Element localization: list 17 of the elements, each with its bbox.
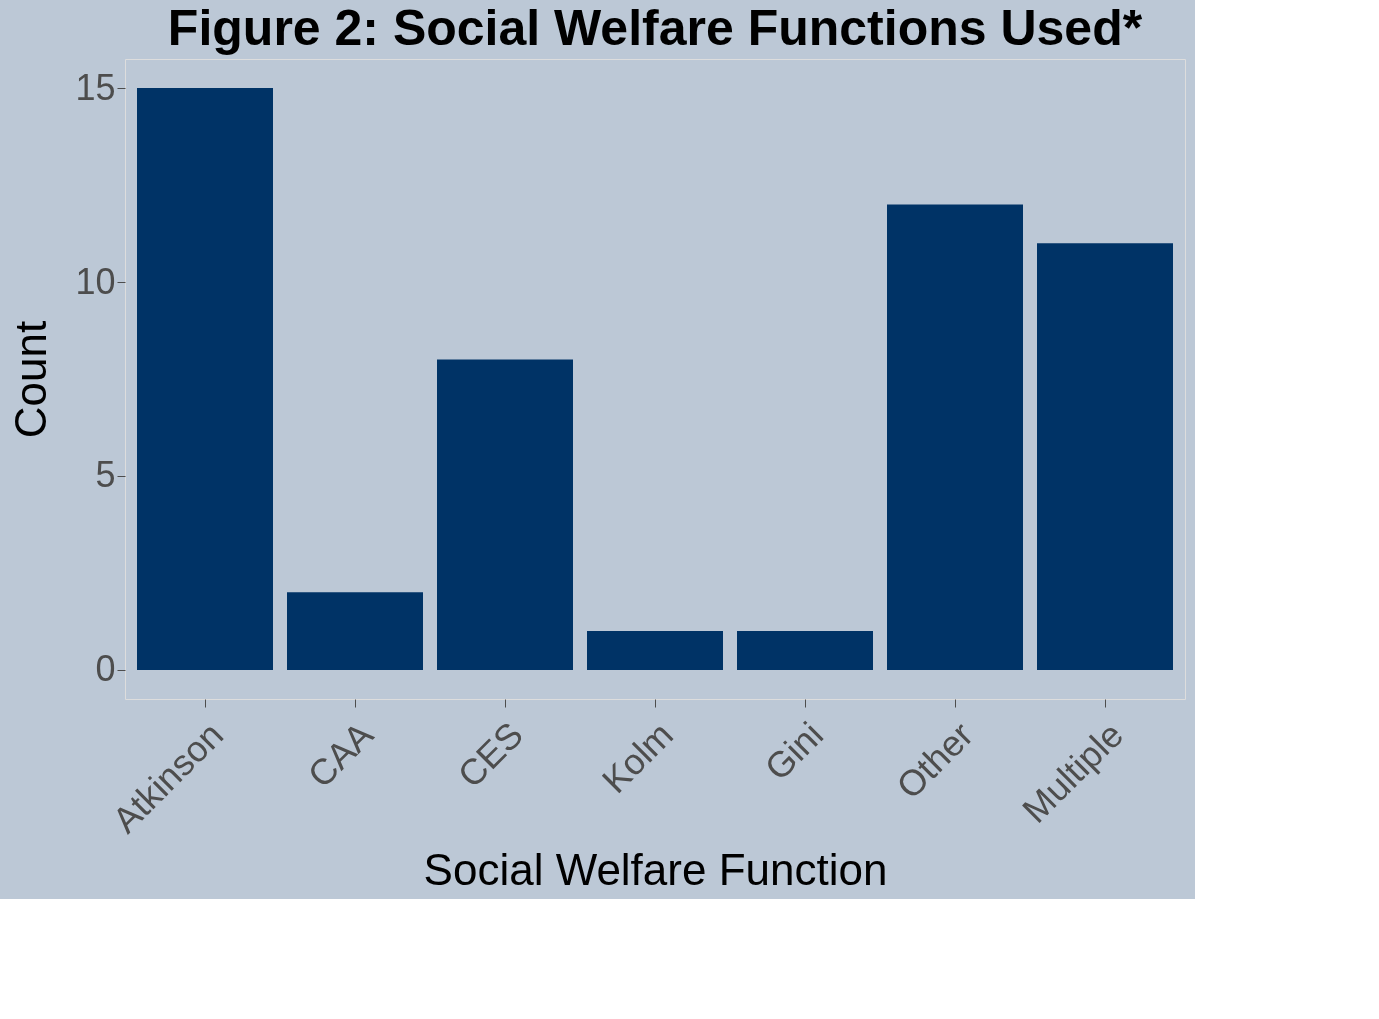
bar bbox=[887, 204, 1023, 670]
y-tick-label: 15 bbox=[75, 66, 116, 108]
bar bbox=[1037, 243, 1173, 670]
x-tick-label: Gini bbox=[756, 713, 831, 789]
bar bbox=[737, 631, 873, 670]
bar bbox=[437, 359, 573, 670]
bar bbox=[137, 88, 273, 670]
y-tick-label: 5 bbox=[95, 454, 116, 496]
x-tick-label: CAA bbox=[299, 713, 381, 796]
bar bbox=[287, 592, 423, 670]
chart-title: Figure 2: Social Welfare Functions Used* bbox=[167, 0, 1143, 56]
bar bbox=[587, 631, 723, 670]
y-axis-title: Count bbox=[6, 320, 56, 439]
x-axis-title: Social Welfare Function bbox=[423, 844, 888, 894]
y-tick-label: 10 bbox=[75, 260, 116, 302]
x-tick-label: CES bbox=[449, 713, 531, 796]
y-tick-label: 0 bbox=[95, 648, 116, 690]
